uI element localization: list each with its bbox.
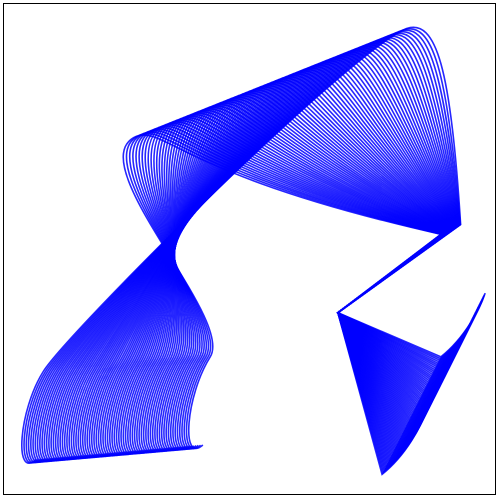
curve-group bbox=[21, 26, 486, 476]
plot-frame bbox=[3, 3, 496, 495]
curve-line bbox=[122, 134, 486, 450]
